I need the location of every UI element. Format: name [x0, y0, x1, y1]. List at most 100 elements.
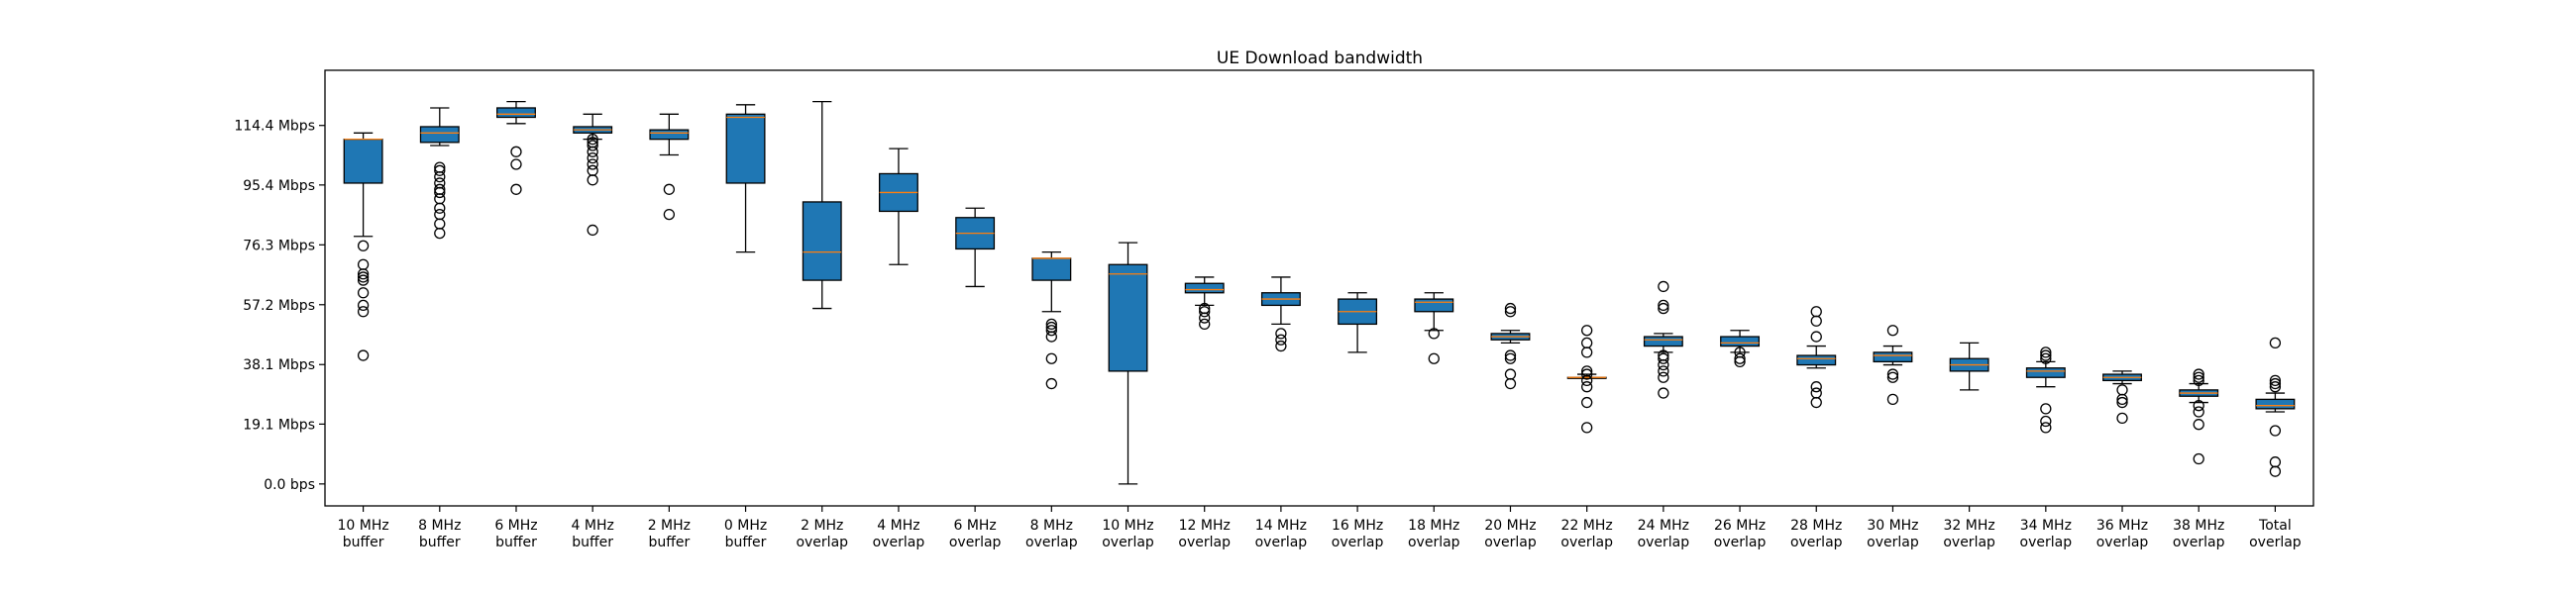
chart-title: UE Download bandwidth [1217, 49, 1423, 68]
flier-point [2040, 415, 2052, 428]
box-group [2179, 368, 2219, 465]
flier-point [434, 193, 446, 205]
flier-point [1581, 422, 1593, 434]
flier-point [434, 170, 446, 183]
box [343, 138, 383, 184]
flier-point [2193, 371, 2204, 383]
x-tick-label: 8 MHz overlap [1025, 518, 1078, 550]
x-tick-label: 12 MHz overlap [1178, 518, 1231, 550]
flier-point [2269, 465, 2282, 477]
x-tick-label: 30 MHz overlap [1867, 518, 1919, 550]
flier-point [1658, 302, 1669, 315]
flier-point [2269, 456, 2282, 468]
flier-point [357, 274, 370, 286]
flier-point [1504, 368, 1517, 380]
flier-point [587, 151, 598, 164]
box-group [343, 132, 383, 361]
x-tick-label: 34 MHz overlap [2020, 518, 2073, 550]
box [1796, 354, 1837, 366]
box [1414, 298, 1454, 313]
flier-point [357, 268, 370, 280]
box-group [1873, 325, 1913, 406]
box [419, 126, 460, 144]
flier-point [2269, 377, 2282, 390]
y-tick-label: 38.1 Mbps [243, 357, 315, 373]
x-tick-label: 24 MHz overlap [1638, 518, 1690, 550]
flier-point [587, 133, 598, 146]
flier-point [2269, 337, 2282, 349]
box [1720, 336, 1761, 347]
flier-point [434, 186, 446, 199]
x-tick-label: 20 MHz overlap [1484, 518, 1537, 550]
box-group [649, 113, 690, 221]
flier-point [1810, 315, 1822, 327]
flier-point [2040, 352, 2052, 364]
box-group [2025, 346, 2066, 434]
flier-point [2269, 374, 2282, 387]
x-tick-label: 22 MHz overlap [1560, 518, 1613, 550]
x-tick-label: 38 MHz overlap [2173, 518, 2225, 550]
flier-point [1658, 371, 1669, 383]
flier-point [434, 208, 446, 221]
box-group [1720, 330, 1761, 368]
box-group [1338, 292, 1378, 353]
flier-point [434, 227, 446, 240]
box-group [1643, 280, 1683, 399]
flier-point [2116, 393, 2128, 406]
flier-point [1428, 328, 1440, 340]
flier-point [663, 208, 676, 221]
flier-point [1504, 377, 1517, 390]
flier-point [1658, 365, 1669, 377]
box-group [1566, 325, 1607, 434]
flier-point [587, 164, 598, 176]
y-tick-label: 0.0 bps [264, 477, 315, 493]
x-tick-label: 6 MHz buffer [494, 518, 537, 550]
flier-point [2193, 400, 2204, 412]
flier-point [1886, 325, 1899, 337]
flier-point [2116, 396, 2128, 409]
flier-point [587, 140, 598, 151]
flier-point [587, 174, 598, 186]
flier-point [1886, 393, 1899, 406]
flier-point [1275, 328, 1287, 340]
flier-point [663, 183, 676, 195]
flier-point [1199, 312, 1211, 324]
flier-point [1810, 381, 1822, 393]
flier-point [434, 164, 446, 176]
box-group [1949, 342, 1989, 391]
x-tick-label: 8 MHz buffer [418, 518, 461, 550]
flier-point [1504, 349, 1517, 361]
x-tick-label: 4 MHz buffer [572, 518, 614, 550]
plot-frame [324, 69, 2314, 507]
box-group [878, 148, 918, 265]
box-group [955, 207, 996, 288]
box [2025, 367, 2066, 378]
box [1108, 263, 1148, 372]
x-axis: 10 MHz buffer 8 MHz buffer 6 MHz buffer 4 MHz b… [337, 506, 2302, 550]
box-group [573, 113, 613, 237]
box [496, 107, 536, 119]
box-group [802, 101, 842, 310]
box [1184, 282, 1225, 294]
flier-point [510, 183, 522, 195]
flier-point [1810, 396, 1822, 409]
flier-point [1658, 387, 1669, 399]
flier-point [1886, 368, 1899, 380]
flier-point [1658, 299, 1669, 312]
y-tick-label: 114.4 Mbps [234, 119, 315, 135]
flier-point [357, 271, 370, 283]
flier-point [1045, 325, 1057, 337]
flier-point [434, 202, 446, 214]
box-group [725, 104, 766, 253]
flier-point [2040, 346, 2052, 358]
box-group [1260, 276, 1301, 352]
flier-point [357, 287, 370, 299]
box-group [1184, 276, 1225, 331]
flier-point [1886, 371, 1899, 383]
flier-point [1045, 352, 1057, 364]
flier-point [1504, 306, 1517, 318]
flier-point [1658, 352, 1669, 364]
box [2255, 398, 2296, 410]
flier-point [2116, 384, 2128, 396]
y-tick-label: 57.2 Mbps [243, 298, 315, 314]
